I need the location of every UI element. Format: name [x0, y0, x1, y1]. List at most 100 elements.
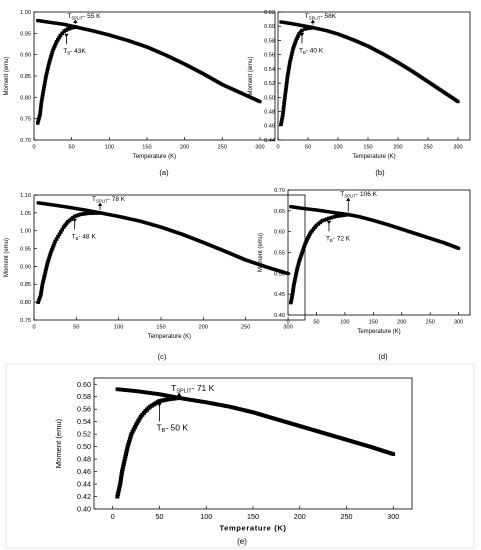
data-point — [346, 212, 351, 217]
x-axis-label: Temperature (K) — [133, 154, 176, 160]
data-point — [38, 112, 42, 117]
x-tick-label: 50 — [305, 145, 311, 151]
data-point — [135, 420, 140, 425]
data-point — [293, 277, 297, 282]
data-point — [39, 99, 44, 104]
panel-label: (a) — [159, 168, 169, 177]
b-value: - 48 K — [78, 233, 96, 240]
data-point — [41, 89, 46, 94]
split-symbol: T — [305, 13, 309, 20]
y-tick-label: 0.52 — [264, 81, 275, 87]
split-arrowhead — [176, 392, 182, 396]
data-point — [127, 439, 132, 444]
y-axis-label: Moment (emu) — [248, 56, 254, 95]
data-point — [39, 102, 44, 106]
data-point — [304, 240, 308, 244]
series-fc-curve — [36, 201, 290, 276]
data-point — [74, 213, 79, 218]
data-point — [132, 425, 137, 430]
data-point — [38, 107, 43, 112]
data-point — [115, 494, 120, 499]
data-point — [45, 261, 50, 265]
data-point — [341, 213, 346, 218]
series-zfc-curve — [289, 212, 351, 305]
b-annotation: TB- 50 K — [156, 422, 188, 434]
data-point — [291, 290, 295, 294]
x-tick-label: 50 — [69, 145, 75, 151]
split-annotation: TSPLIT- 55 K — [67, 13, 101, 21]
data-point — [48, 252, 53, 257]
data-point — [93, 211, 98, 215]
y-tick-label: 0.40 — [274, 313, 285, 319]
y-tick-label: 0.60 — [264, 24, 275, 30]
data-point — [123, 454, 128, 459]
series-zfc-curve — [279, 25, 315, 127]
data-point — [131, 427, 136, 432]
data-point — [49, 52, 54, 57]
data-point — [308, 232, 312, 237]
b-subscript: B — [76, 236, 79, 241]
data-point — [294, 271, 299, 276]
data-point — [280, 115, 285, 120]
data-point — [339, 213, 343, 218]
y-tick-label: 0.44 — [264, 138, 275, 144]
data-point — [50, 50, 55, 55]
data-point — [44, 265, 49, 269]
x-tick-label: 300 — [454, 320, 463, 326]
data-point — [124, 449, 129, 454]
data-point — [54, 237, 59, 241]
data-point — [289, 300, 293, 305]
data-point — [391, 452, 396, 456]
y-tick-label: 0.56 — [77, 405, 91, 414]
data-point — [117, 484, 122, 489]
data-point — [40, 284, 44, 289]
panel-e-border — [5, 363, 475, 549]
data-point — [123, 452, 128, 457]
split-subscript: SPLIT — [96, 199, 108, 204]
data-point — [301, 246, 306, 251]
x-tick-label: 50 — [313, 320, 319, 326]
data-point — [128, 434, 133, 439]
y-tick-label: 0.50 — [264, 95, 275, 101]
data-point — [293, 40, 298, 45]
data-point — [41, 278, 46, 282]
x-axis-label: Temperature (K) — [219, 523, 286, 532]
x-tick-label: 0 — [32, 145, 35, 151]
data-point — [281, 105, 286, 109]
y-tick-label: 0.85 — [20, 282, 31, 288]
panel-label: (c) — [158, 352, 167, 361]
data-point — [171, 396, 176, 401]
data-point — [291, 288, 295, 292]
x-tick-label: 100 — [340, 320, 349, 326]
data-point — [303, 27, 307, 31]
x-tick-label: 150 — [247, 512, 259, 521]
x-tick-label: 250 — [341, 512, 353, 521]
data-point — [305, 238, 309, 242]
data-point — [43, 79, 47, 83]
y-tick-label: 1.00 — [20, 229, 31, 235]
data-point — [117, 487, 122, 492]
x-tick-label: 150 — [156, 325, 165, 331]
data-point — [44, 267, 48, 272]
y-tick-label: 0.48 — [264, 110, 275, 116]
x-tick-label: 250 — [423, 145, 432, 151]
series-zfc-curve — [35, 25, 78, 125]
data-point — [285, 74, 290, 78]
b-annotation: TB- 72 K — [326, 235, 351, 243]
data-point — [130, 429, 135, 434]
data-point — [298, 254, 303, 259]
y-tick-label: 0.90 — [20, 53, 31, 59]
y-tick-label: 0.58 — [264, 38, 275, 44]
data-point — [303, 242, 307, 246]
x-tick-label: 200 — [397, 320, 406, 326]
panel-label: (e) — [237, 537, 247, 546]
data-point — [98, 211, 102, 215]
data-point — [71, 25, 76, 30]
panel-label: (d) — [378, 352, 388, 361]
data-point — [40, 94, 45, 99]
data-point — [288, 57, 293, 62]
data-point — [44, 74, 48, 78]
y-tick-label: 0.65 — [274, 209, 285, 215]
data-point — [292, 279, 297, 284]
data-point — [51, 243, 56, 248]
